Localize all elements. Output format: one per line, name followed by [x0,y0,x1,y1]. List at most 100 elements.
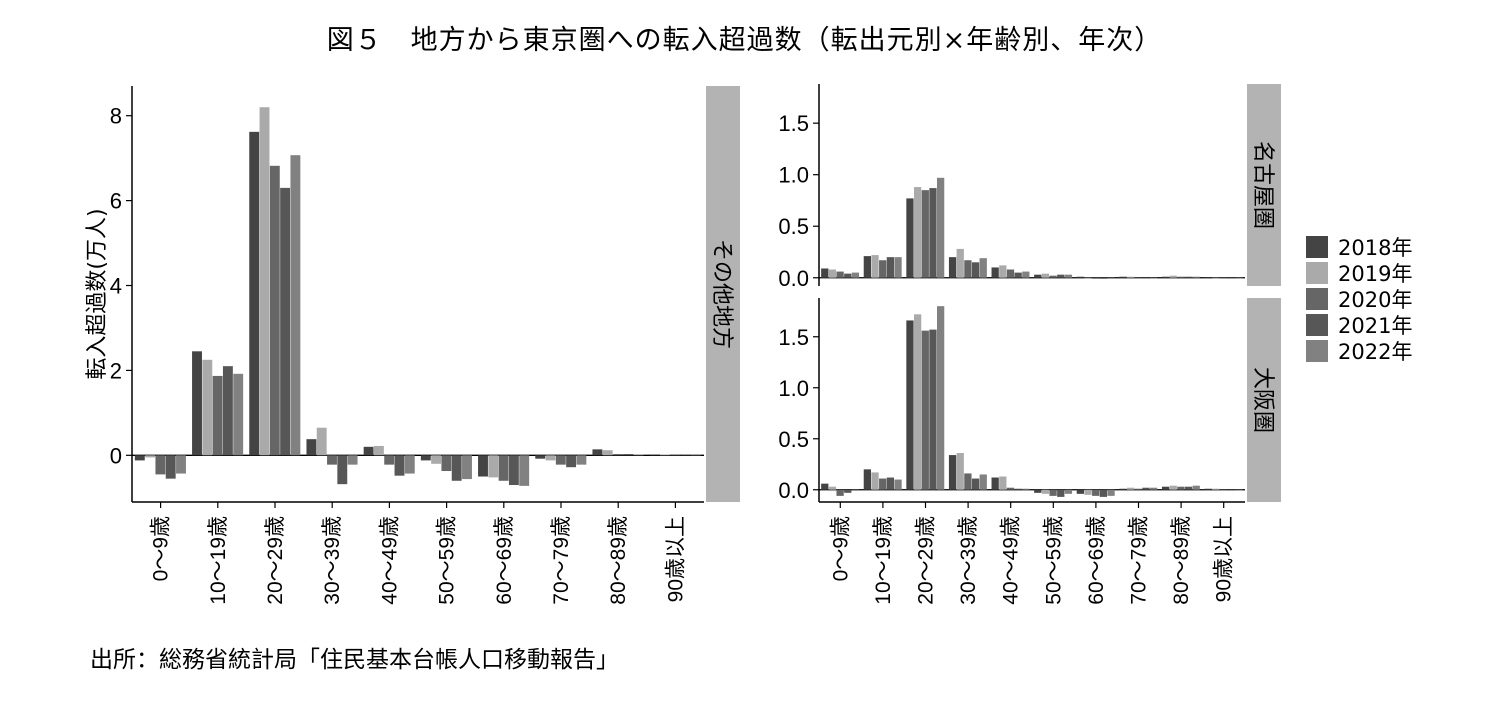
bar [929,329,937,490]
bar [879,260,887,278]
source-note: 出所：総務省統計局「住民基本台帳人口移動報告」 [90,647,619,673]
bar [306,439,317,456]
y-tick-label: 4 [110,274,122,299]
bar [1235,277,1243,279]
y-axis-title: 転入超過数(万人) [85,208,110,379]
bar [1107,489,1115,496]
bar [508,455,519,486]
bar [1099,489,1108,497]
bar [451,455,462,481]
bar [1076,489,1084,494]
bar [165,455,176,479]
bar [1161,486,1170,490]
bar [913,314,922,490]
bar [269,165,280,456]
x-tick-label: 70～79歳 [550,516,573,605]
bar [1184,486,1193,490]
bar [1227,489,1235,491]
bar [1064,274,1073,278]
x-tick-label: 90歳以上 [1213,516,1236,602]
bar [280,187,291,456]
bar [999,476,1007,490]
facet-strip-label: 大阪圏 [1250,367,1275,433]
y-tick-label: 0.5 [778,427,809,452]
bar [964,473,972,490]
bar [921,330,929,490]
panel-osaka: 0.0 0.5 1.0 1.5 0～9歳 10～19歳 20～29歳 30～39歳 40～49歳… [778,298,1281,605]
bar [937,177,945,278]
bar [1099,277,1108,279]
x-tick-label: 80～89歳 [1170,516,1193,605]
bar [613,454,623,456]
y-tick-label: 1.0 [778,163,809,188]
bar [659,454,670,456]
bar [145,455,156,458]
bar [1169,485,1177,490]
x-tick-label: 50～59歳 [1042,516,1065,605]
y-tick-label: 1.5 [778,111,809,136]
x-tick-label: 90歳以上 [664,516,687,602]
bar [979,474,987,490]
bar [192,351,202,456]
bar [1161,276,1170,278]
bar [623,454,634,456]
bar [906,198,914,278]
bar [1192,485,1200,490]
bar [1107,277,1115,279]
x-tick-label: 20～29歳 [264,516,287,605]
x-tick-label: 10～19歳 [872,516,895,605]
bar [545,455,556,461]
bar [1049,489,1057,496]
bar [871,472,879,490]
x-tick-label: 40～49歳 [378,516,401,605]
bar [233,373,244,456]
bar [1041,273,1050,278]
bar [828,269,837,278]
bar [1134,488,1142,490]
bar [134,455,145,461]
bar [863,256,871,278]
x-tick-label: 20～29歳 [915,516,938,605]
y-tick-label: 0 [110,443,122,468]
legend-label: 2019年 [1338,262,1412,286]
bar [690,454,701,456]
bar [327,455,337,465]
bar [1119,276,1127,278]
bar [851,489,860,491]
bar [871,255,879,278]
y-tick-label: 0.0 [778,266,809,291]
bar [1204,488,1212,490]
bar [394,455,405,476]
bar [1064,489,1073,494]
bar [1235,489,1243,491]
bar [1134,277,1142,279]
bar [1041,489,1050,494]
legend-swatch [1306,340,1328,362]
bar [1227,277,1235,279]
bar [964,260,972,278]
facet-strip-label: その他地方 [709,239,734,349]
bar [991,267,999,278]
bar [384,455,395,465]
bar [1126,487,1135,490]
bar [886,477,895,490]
y-tick-label: 8 [110,104,122,129]
bar [948,455,957,490]
legend-swatch [1306,288,1328,310]
bar [1076,276,1084,278]
y-tick-label: 1.5 [778,325,809,350]
bar [1126,276,1135,278]
bar [1150,277,1158,279]
bar [290,155,301,456]
bar [498,455,509,481]
bar [1119,488,1127,490]
legend-label: 2022年 [1338,340,1412,364]
x-tick-label: 10～19歳 [207,516,230,605]
bar [1014,272,1022,278]
bar [991,477,999,490]
bar [1006,487,1015,490]
bar [1192,276,1200,278]
bar [844,489,852,493]
bar [999,265,1007,278]
